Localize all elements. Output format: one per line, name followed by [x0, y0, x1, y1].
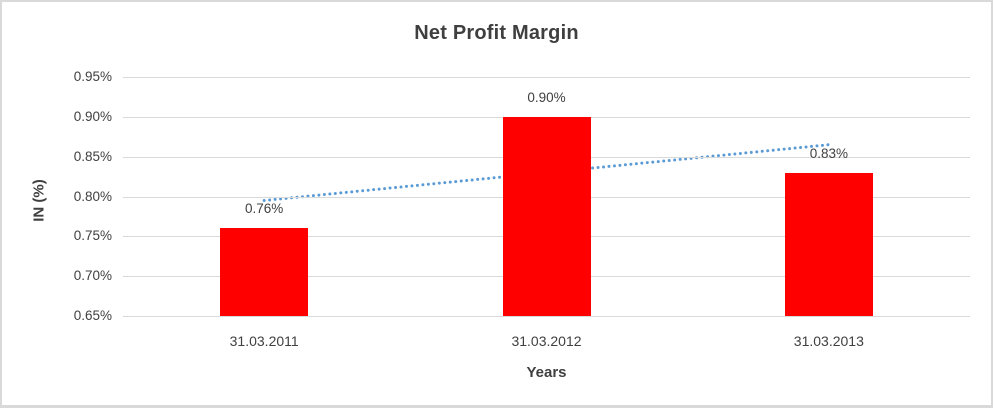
- y-axis-tick-label: 0.80%: [73, 188, 112, 204]
- x-axis-tick-label: 31.03.2011: [229, 333, 299, 349]
- x-axis-title: Years: [526, 364, 567, 381]
- gridline: [123, 77, 970, 78]
- data-label: 0.90%: [527, 89, 566, 105]
- data-label: 0.83%: [809, 145, 848, 161]
- bar-31.03.2013: [784, 172, 873, 316]
- data-label: 0.76%: [245, 201, 284, 217]
- y-axis-tick-label: 0.85%: [73, 148, 112, 164]
- y-axis-tick-label: 0.70%: [73, 268, 112, 284]
- bar-31.03.2011: [220, 228, 309, 316]
- plot-area: [123, 77, 970, 317]
- x-axis-tick-label: 31.03.2013: [793, 333, 864, 349]
- y-axis-tick-label: 0.90%: [73, 108, 112, 124]
- y-axis-tick-label: 0.95%: [73, 69, 112, 84]
- x-axis-tick-label: 31.03.2012: [511, 333, 582, 349]
- linear-trendline: [262, 143, 831, 202]
- chart-title: Net Profit Margin: [414, 22, 579, 44]
- x-axis-line: [123, 316, 970, 317]
- trendline-layer: [262, 143, 831, 202]
- bar-31.03.2012: [502, 116, 591, 316]
- y-axis-tick-label: 0.75%: [73, 228, 112, 244]
- y-axis-tick-label: 0.65%: [73, 308, 112, 323]
